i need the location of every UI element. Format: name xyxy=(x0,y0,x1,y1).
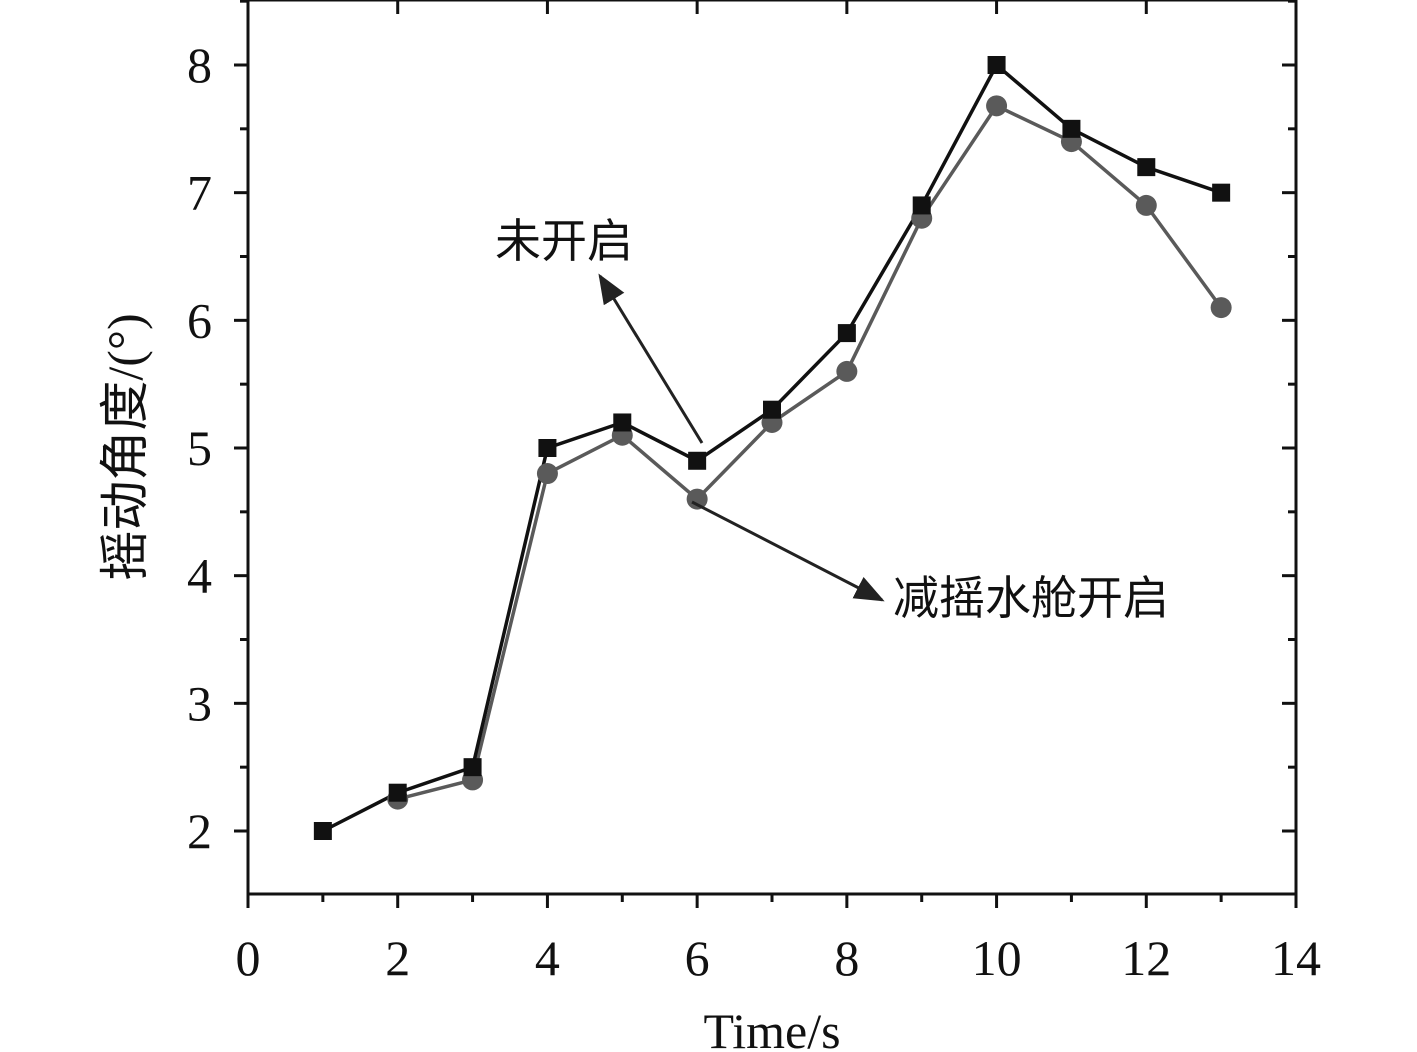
data-point-opened xyxy=(986,95,1008,117)
y-tick-label: 5 xyxy=(187,420,212,476)
data-point-unopened xyxy=(987,56,1006,74)
data-point-unopened xyxy=(1137,158,1156,177)
x-axis-title: Time/s xyxy=(703,1003,840,1052)
plot-frame xyxy=(246,0,1298,896)
series-line-opened xyxy=(397,103,1223,801)
series-markers xyxy=(313,56,1232,840)
y-axis-title: 摇动角度/(°) xyxy=(97,313,153,580)
data-point-unopened xyxy=(837,324,856,343)
annotation-arrow-opened xyxy=(691,500,885,602)
y-tick-label: 2 xyxy=(187,803,212,859)
y-tick-label: 3 xyxy=(187,675,212,731)
x-tick-label: 6 xyxy=(685,930,710,986)
data-point-unopened xyxy=(688,451,707,470)
data-point-unopened xyxy=(613,413,632,432)
data-point-opened xyxy=(686,488,708,510)
y-tick-label: 6 xyxy=(187,292,212,348)
axis-ticks xyxy=(234,0,1298,908)
data-point-unopened xyxy=(463,758,482,777)
data-point-opened xyxy=(836,360,858,382)
x-tick-label: 8 xyxy=(834,930,859,986)
y-tick-label: 8 xyxy=(187,37,212,93)
x-tick-label: 12 xyxy=(1121,930,1171,986)
series-lines xyxy=(322,62,1223,833)
data-point-opened xyxy=(536,463,558,485)
data-point-unopened xyxy=(388,783,407,802)
data-point-opened xyxy=(1135,194,1157,216)
data-point-unopened xyxy=(313,822,332,840)
data-point-unopened xyxy=(912,196,931,215)
annotations: 未开启 减摇水舱开启 xyxy=(495,214,1169,625)
data-point-opened xyxy=(1210,297,1232,319)
tick-labels: 0 2 4 6 8 10 12 14 2 3 4 5 6 7 8 xyxy=(187,37,1321,986)
y-tick-label: 4 xyxy=(187,548,212,604)
data-point-unopened xyxy=(538,439,557,457)
annotation-label-opened: 减摇水舱开启 xyxy=(893,571,1169,625)
data-point-unopened xyxy=(763,400,781,419)
series-line-unopened xyxy=(322,62,1222,833)
x-tick-label: 0 xyxy=(236,930,261,986)
x-tick-label: 10 xyxy=(972,930,1022,986)
annotation-label-unopened: 未开启 xyxy=(495,214,633,268)
x-tick-label: 14 xyxy=(1271,930,1321,986)
data-point-unopened xyxy=(1062,119,1081,138)
x-tick-label: 2 xyxy=(385,930,410,986)
data-point-unopened xyxy=(1212,183,1231,202)
x-tick-label: 4 xyxy=(535,930,560,986)
y-tick-label: 7 xyxy=(187,165,212,221)
annotation-arrow-unopened xyxy=(598,273,704,444)
